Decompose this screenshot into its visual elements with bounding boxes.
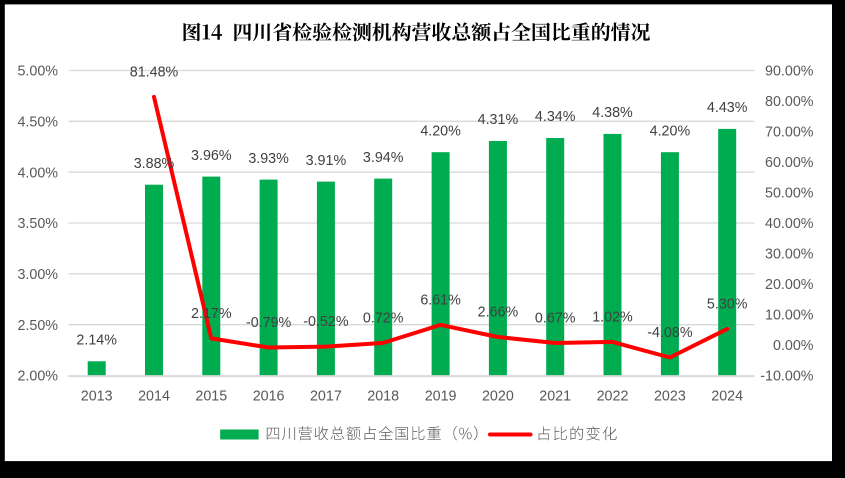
svg-text:3.94%: 3.94%	[363, 150, 404, 166]
svg-text:4.50%: 4.50%	[17, 115, 58, 131]
svg-text:50.00%: 50.00%	[765, 186, 814, 202]
svg-text:90.00%: 90.00%	[765, 64, 814, 80]
svg-text:3.96%: 3.96%	[191, 148, 232, 164]
svg-text:2.17%: 2.17%	[191, 306, 232, 322]
svg-text:2024: 2024	[711, 389, 743, 405]
svg-text:81.48%: 81.48%	[130, 64, 179, 80]
svg-text:40.00%: 40.00%	[765, 216, 814, 232]
svg-text:3.88%: 3.88%	[134, 156, 175, 172]
svg-text:0.67%: 0.67%	[535, 310, 576, 326]
svg-text:2020: 2020	[482, 389, 514, 405]
svg-text:2017: 2017	[310, 389, 342, 405]
svg-text:60.00%: 60.00%	[765, 155, 814, 171]
svg-text:6.61%: 6.61%	[420, 292, 461, 308]
svg-text:3.00%: 3.00%	[17, 267, 58, 283]
svg-text:5.00%: 5.00%	[17, 64, 58, 80]
svg-text:2015: 2015	[195, 389, 227, 405]
svg-text:3.50%: 3.50%	[17, 216, 58, 232]
svg-text:80.00%: 80.00%	[765, 94, 814, 110]
svg-text:4.34%: 4.34%	[535, 109, 576, 125]
svg-text:4.31%: 4.31%	[478, 112, 519, 128]
svg-text:5.30%: 5.30%	[707, 296, 748, 312]
svg-text:2022: 2022	[597, 389, 629, 405]
svg-text:4.38%: 4.38%	[592, 105, 633, 121]
svg-text:2013: 2013	[81, 389, 113, 405]
svg-text:-0.79%: -0.79%	[246, 315, 292, 331]
svg-text:2023: 2023	[654, 389, 686, 405]
svg-text:2.00%: 2.00%	[17, 369, 58, 385]
svg-text:4.20%: 4.20%	[650, 123, 691, 139]
svg-text:2019: 2019	[425, 389, 457, 405]
svg-text:2.66%: 2.66%	[478, 304, 519, 320]
svg-text:3.93%: 3.93%	[248, 151, 289, 167]
svg-text:4.43%: 4.43%	[707, 100, 748, 116]
svg-text:4.20%: 4.20%	[420, 123, 461, 139]
svg-text:3.91%: 3.91%	[306, 153, 347, 169]
svg-text:-4.08%: -4.08%	[647, 325, 693, 341]
svg-text:70.00%: 70.00%	[765, 125, 814, 141]
svg-text:30.00%: 30.00%	[765, 247, 814, 263]
svg-text:2.50%: 2.50%	[17, 318, 58, 334]
svg-text:4.00%: 4.00%	[17, 165, 58, 181]
svg-text:-10.00%: -10.00%	[760, 369, 814, 385]
svg-text:1.02%: 1.02%	[592, 309, 633, 325]
svg-text:0.72%: 0.72%	[363, 310, 404, 326]
svg-text:2016: 2016	[253, 389, 285, 405]
svg-text:2.14%: 2.14%	[76, 333, 117, 349]
svg-text:20.00%: 20.00%	[765, 277, 814, 293]
svg-text:10.00%: 10.00%	[765, 308, 814, 324]
svg-text:2018: 2018	[367, 389, 399, 405]
svg-text:0.00%: 0.00%	[773, 338, 814, 354]
svg-text:2021: 2021	[539, 389, 571, 405]
svg-text:-0.52%: -0.52%	[303, 314, 349, 330]
svg-text:2014: 2014	[138, 389, 170, 405]
